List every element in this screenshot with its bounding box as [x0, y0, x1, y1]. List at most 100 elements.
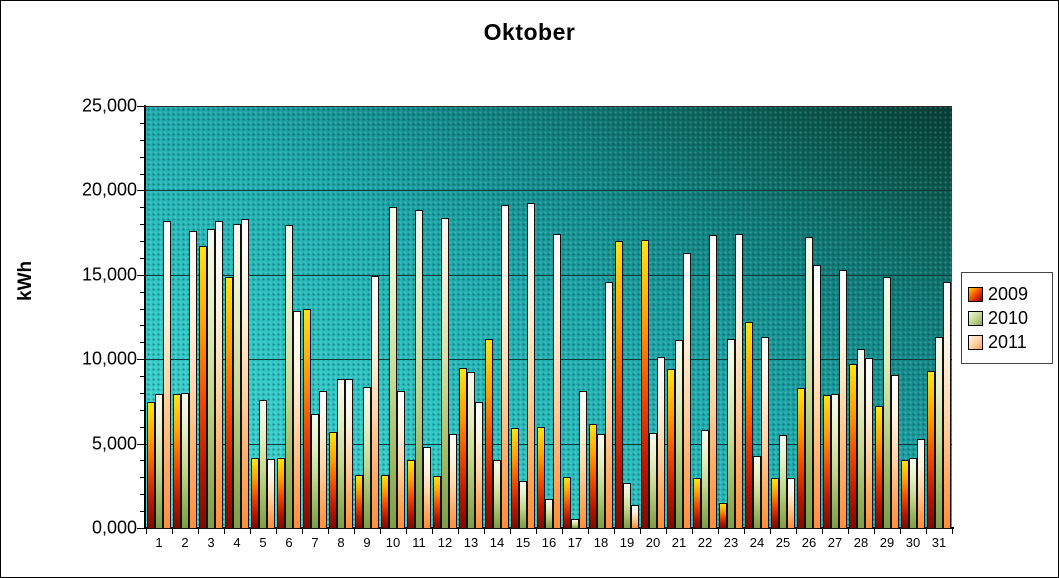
y-minor-tick-19000 [140, 207, 144, 209]
x-tick-17 [588, 529, 589, 534]
x-tick-label-15: 15 [515, 535, 531, 550]
legend-swatch-2010 [968, 310, 983, 326]
x-tick-label-29: 29 [879, 535, 895, 550]
bar-2010-day-25 [779, 435, 787, 529]
bar-2009-day-4 [225, 277, 233, 529]
y-minor-tick-16000 [140, 257, 144, 259]
x-tick-5 [276, 529, 277, 534]
gridline-5000 [146, 443, 952, 445]
x-tick-12 [458, 529, 459, 534]
bar-2011-day-1 [163, 221, 171, 529]
bar-2010-day-29 [883, 277, 891, 529]
bar-2011-day-31 [943, 282, 951, 529]
bar-2009-day-29 [875, 406, 883, 529]
y-minor-tick-14000 [140, 291, 144, 293]
x-tick-29 [900, 529, 901, 534]
bar-2009-day-21 [667, 369, 675, 529]
bar-2010-day-26 [805, 237, 813, 529]
x-tick-28 [874, 529, 875, 534]
bar-2010-day-22 [701, 430, 709, 529]
x-tick-label-18: 18 [593, 535, 609, 550]
x-tick-24 [770, 529, 771, 534]
x-tick-label-1: 1 [155, 535, 163, 550]
y-minor-tick-18000 [140, 224, 144, 226]
bar-2010-day-30 [909, 458, 917, 529]
legend-label-2009: 2009 [988, 284, 1029, 304]
x-tick-label-20: 20 [645, 535, 661, 550]
bar-2010-day-15 [519, 481, 527, 529]
x-tick-label-25: 25 [775, 535, 791, 550]
y-minor-tick-2000 [140, 494, 144, 496]
bar-2010-day-8 [337, 379, 345, 529]
bar-2010-day-28 [857, 349, 865, 529]
bar-2011-day-21 [683, 253, 691, 529]
bar-2009-day-20 [641, 240, 649, 529]
x-tick-label-9: 9 [363, 535, 371, 550]
y-axis-line [144, 105, 146, 529]
bar-2011-day-16 [553, 234, 561, 529]
bar-2009-day-25 [771, 478, 779, 529]
x-tick-label-17: 17 [567, 535, 583, 550]
bar-2009-day-5 [251, 458, 259, 529]
bar-2011-day-9 [371, 276, 379, 529]
x-tick-30 [926, 529, 927, 534]
bar-2011-day-26 [813, 265, 821, 529]
x-tick-label-4: 4 [233, 535, 241, 550]
bar-2009-day-30 [901, 460, 909, 529]
bar-2009-day-13 [459, 368, 467, 529]
x-tick-label-23: 23 [723, 535, 739, 550]
bar-2010-day-20 [649, 433, 657, 529]
x-tick-label-3: 3 [207, 535, 215, 550]
x-tick-3 [224, 529, 225, 534]
x-tick-8 [354, 529, 355, 534]
legend-item-2010: 2010 [968, 308, 1046, 328]
bar-2009-day-11 [407, 460, 415, 529]
bar-2011-day-11 [423, 447, 431, 529]
y-tick-label-10,000: 10,000 [81, 348, 137, 369]
chart-title: Oktober [483, 19, 576, 45]
bar-2011-day-12 [449, 434, 457, 529]
x-tick-11 [432, 529, 433, 534]
y-minor-tick-23000 [140, 139, 144, 141]
y-tick-label-0,000: 0,000 [91, 517, 137, 538]
x-tick-15 [536, 529, 537, 534]
x-tick-9 [380, 529, 381, 534]
gridline-15000 [146, 274, 952, 276]
bar-2010-day-13 [467, 372, 475, 529]
bar-2011-day-3 [215, 221, 223, 529]
y-minor-tick-7000 [140, 409, 144, 411]
bar-2011-day-19 [631, 505, 639, 529]
y-minor-tick-21000 [140, 173, 144, 175]
y-minor-tick-24000 [140, 122, 144, 124]
gridline-20000 [146, 190, 952, 192]
bar-2010-day-24 [753, 456, 761, 529]
bar-2010-day-21 [675, 340, 683, 529]
bar-2009-day-10 [381, 475, 389, 529]
bar-2009-day-8 [329, 432, 337, 529]
x-tick-27 [848, 529, 849, 534]
legend-swatch-2009 [968, 286, 983, 302]
bar-2009-day-19 [615, 241, 623, 529]
x-tick-label-7: 7 [311, 535, 319, 550]
x-tick-21 [692, 529, 693, 534]
bar-2010-day-19 [623, 483, 631, 529]
y-axis-title: kWh [15, 260, 36, 301]
legend-item-2011: 2011 [968, 332, 1046, 352]
bar-2011-day-14 [501, 205, 509, 529]
x-tick-label-6: 6 [285, 535, 293, 550]
x-tick-23 [744, 529, 745, 534]
bar-2011-day-6 [293, 311, 301, 529]
x-tick-18 [614, 529, 615, 534]
y-major-tick-15000 [137, 274, 144, 276]
x-tick-label-13: 13 [463, 535, 479, 550]
x-tick-label-16: 16 [541, 535, 557, 550]
bar-2010-day-17 [571, 519, 579, 529]
bar-2009-day-7 [303, 309, 311, 529]
bar-2011-day-25 [787, 478, 795, 529]
bar-2011-day-24 [761, 337, 769, 529]
bar-2011-day-8 [345, 379, 353, 529]
bar-2010-day-7 [311, 414, 319, 529]
x-tick-26 [822, 529, 823, 534]
bar-2011-day-4 [241, 219, 249, 529]
